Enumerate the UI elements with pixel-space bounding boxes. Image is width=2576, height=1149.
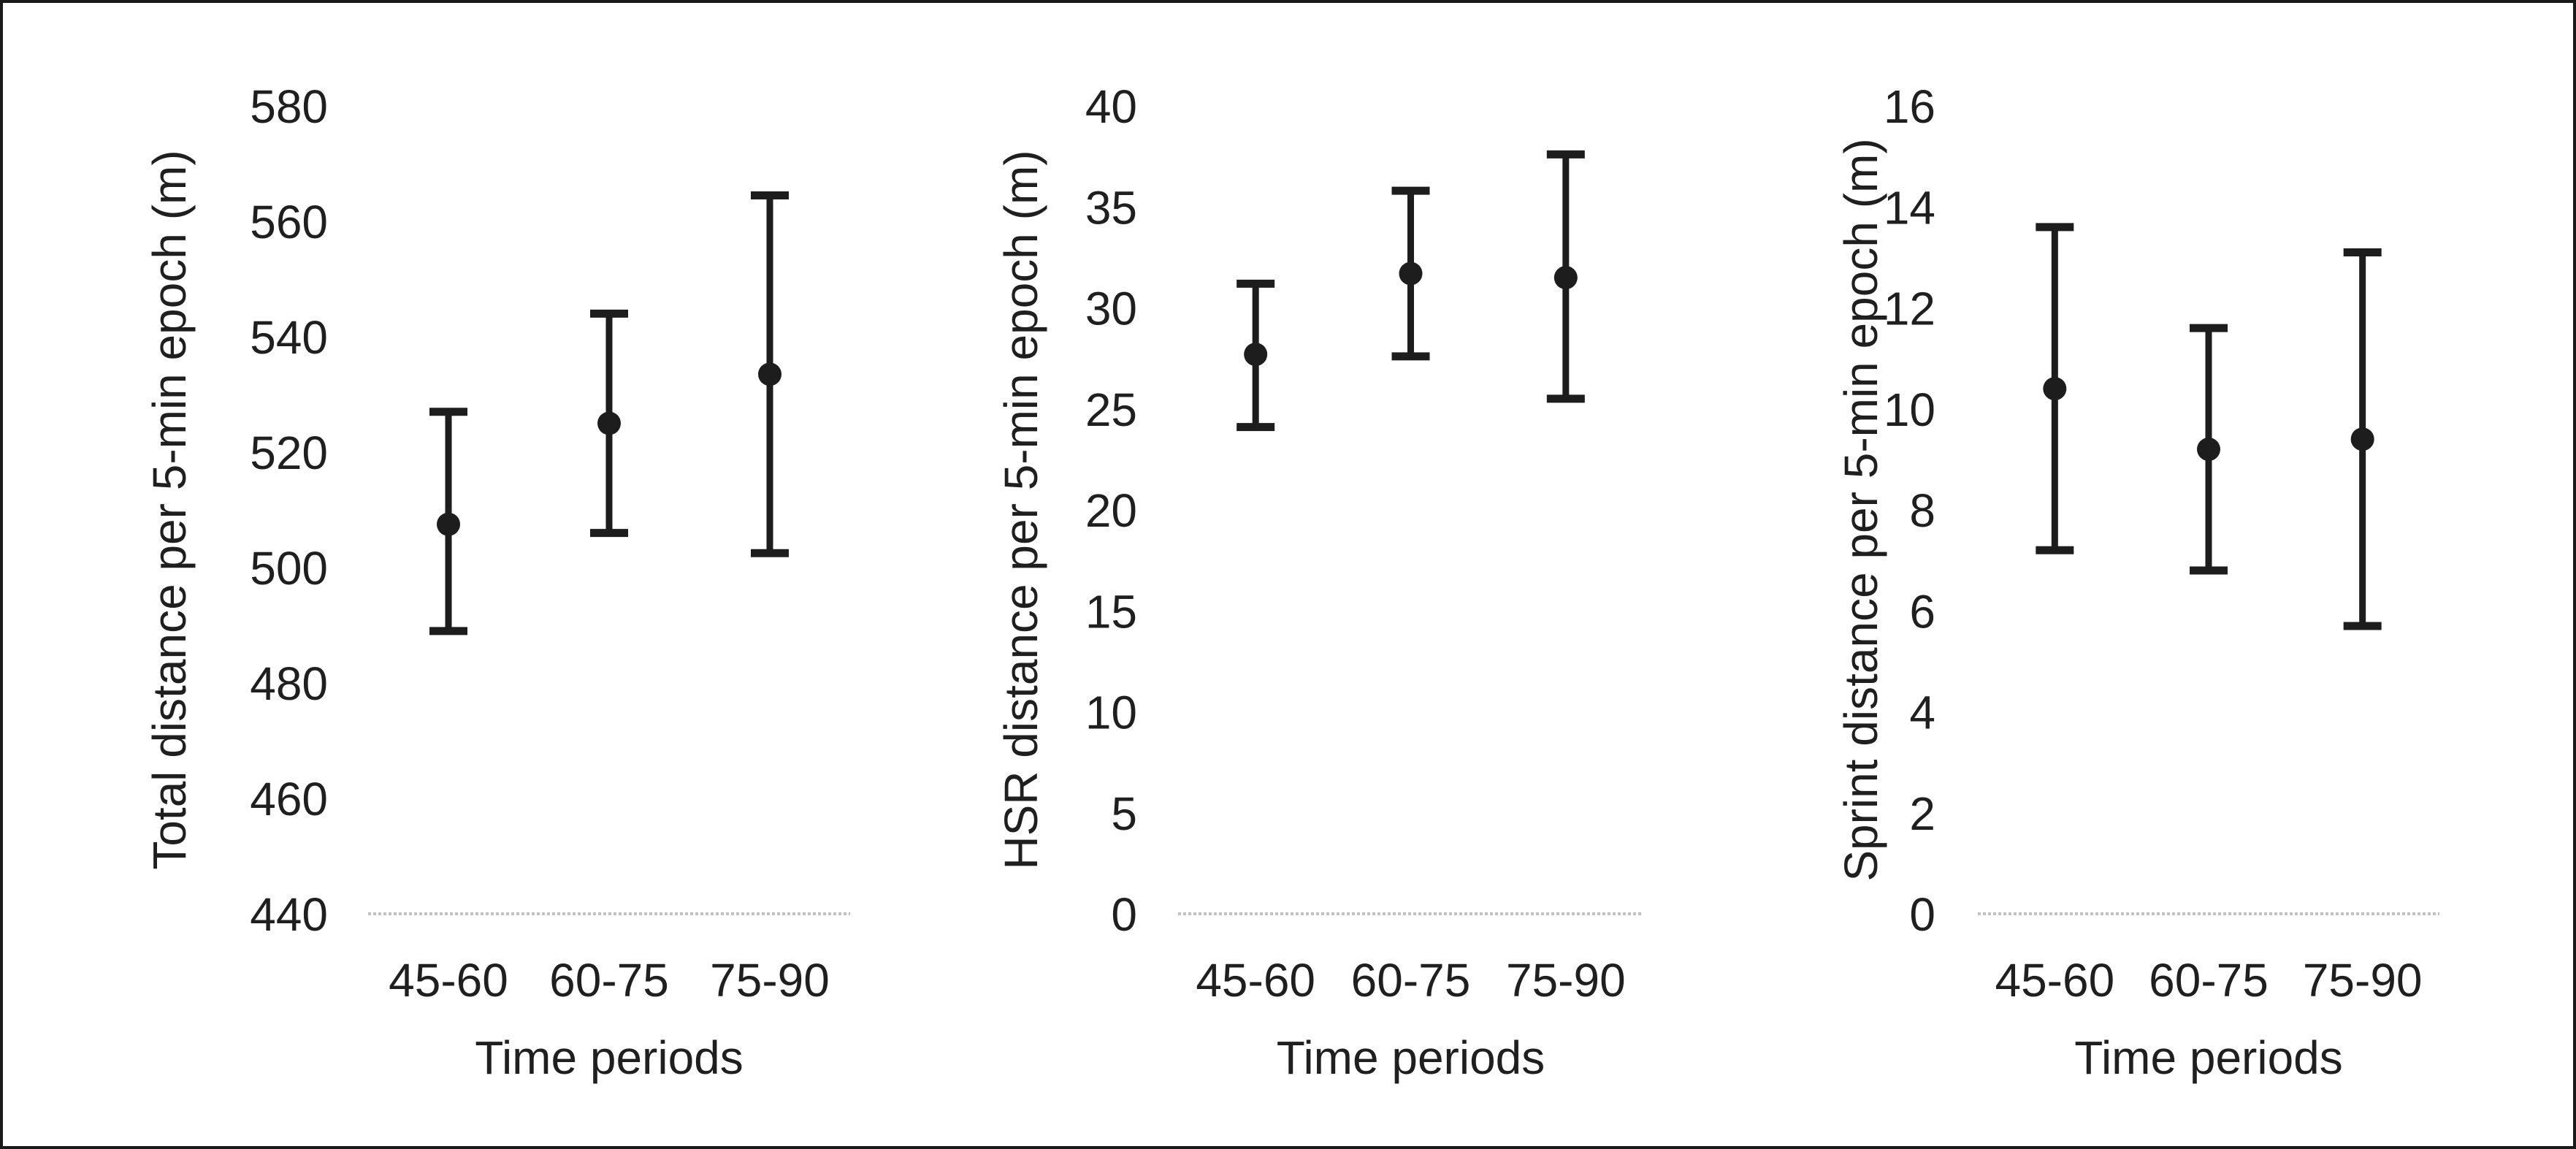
x-tick-label: 60-75 (2149, 954, 2269, 1007)
chart-hsr-distance: HSR distance per 5-min epoch (m) 0 5 10 15 20… (995, 80, 1643, 1084)
error-bar-series (2343, 248, 2382, 630)
error-bar-series (590, 309, 628, 538)
y-tick-label: 25 (1085, 383, 1137, 436)
y-axis-title: Total distance per 5-min epoch (m) (143, 150, 196, 869)
y-axis-title: HSR distance per 5-min epoch (m) (995, 150, 1047, 869)
error-bar-series (2190, 324, 2228, 575)
y-tick-label: 0 (1909, 888, 1935, 941)
y-tick-label: 6 (1909, 585, 1935, 638)
y-tick-label: 520 (250, 427, 328, 479)
error-bar-series (751, 191, 789, 557)
y-tick-label: 15 (1085, 585, 1137, 638)
error-bar-series (429, 408, 467, 635)
x-axis-title: Time periods (2074, 1031, 2343, 1084)
chart-panel-sprint-distance: Sprint distance per 5-min epoch (m) 0 2 4 6 8… (1716, 3, 2573, 1146)
y-tick-label: 2 (1909, 787, 1935, 840)
mean-marker (597, 411, 621, 435)
x-tick-label: 75-90 (1506, 954, 1626, 1007)
y-tick-label: 580 (250, 80, 328, 133)
error-bar-series (1237, 279, 1275, 432)
y-axis-title: Sprint distance per 5-min epoch (m) (1835, 138, 1887, 881)
x-tick-label: 60-75 (1351, 954, 1471, 1007)
y-tick-label: 5 (1111, 787, 1137, 840)
y-tick-label: 460 (250, 773, 328, 825)
x-tick-label: 75-90 (2303, 954, 2423, 1007)
chart-sprint-distance: Sprint distance per 5-min epoch (m) 0 2 4 6 8… (1835, 80, 2439, 1084)
error-bar-series (2036, 223, 2074, 554)
chart-panel-total-distance: Total distance per 5-min epoch (m) 440 460… (3, 3, 860, 1146)
x-tick-label: 45-60 (1995, 954, 2114, 1007)
mean-marker (2350, 427, 2374, 451)
x-axis-title: Time periods (475, 1031, 744, 1084)
y-tick-label: 540 (250, 311, 328, 364)
mean-marker (1399, 262, 1423, 286)
y-tick-label: 440 (250, 888, 328, 941)
y-tick-label: 4 (1909, 687, 1935, 739)
mean-marker (1244, 343, 1268, 367)
y-tick-label: 10 (1884, 383, 1935, 436)
mean-marker (2197, 438, 2220, 462)
mean-marker (437, 512, 460, 536)
y-tick-label: 10 (1085, 687, 1137, 739)
mean-marker (758, 362, 781, 386)
y-tick-label: 12 (1884, 283, 1935, 335)
error-bar-series (1391, 186, 1430, 361)
x-tick-label: 75-90 (710, 954, 830, 1007)
x-tick-label: 45-60 (389, 954, 508, 1007)
y-tick-label: 14 (1884, 181, 1935, 234)
error-bar-series (1546, 150, 1585, 403)
mean-marker (2043, 377, 2067, 401)
x-tick-label: 45-60 (1196, 954, 1315, 1007)
y-tick-label: 30 (1085, 283, 1137, 335)
y-tick-label: 0 (1111, 888, 1137, 941)
y-tick-label: 480 (250, 657, 328, 710)
chart-total-distance: Total distance per 5-min epoch (m) 440 460… (143, 80, 850, 1084)
y-tick-label: 16 (1884, 80, 1935, 133)
chart-panel-hsr-distance: HSR distance per 5-min epoch (m) 0 5 10 15 20… (860, 3, 1716, 1146)
y-tick-label: 8 (1909, 484, 1935, 537)
mean-marker (1553, 266, 1578, 290)
y-tick-label: 500 (250, 542, 328, 595)
x-axis-title: Time periods (1277, 1031, 1545, 1084)
y-tick-label: 560 (250, 196, 328, 248)
y-tick-label: 40 (1085, 80, 1137, 133)
x-tick-label: 60-75 (549, 954, 669, 1007)
y-tick-label: 35 (1085, 181, 1137, 234)
y-tick-label: 20 (1085, 484, 1137, 537)
